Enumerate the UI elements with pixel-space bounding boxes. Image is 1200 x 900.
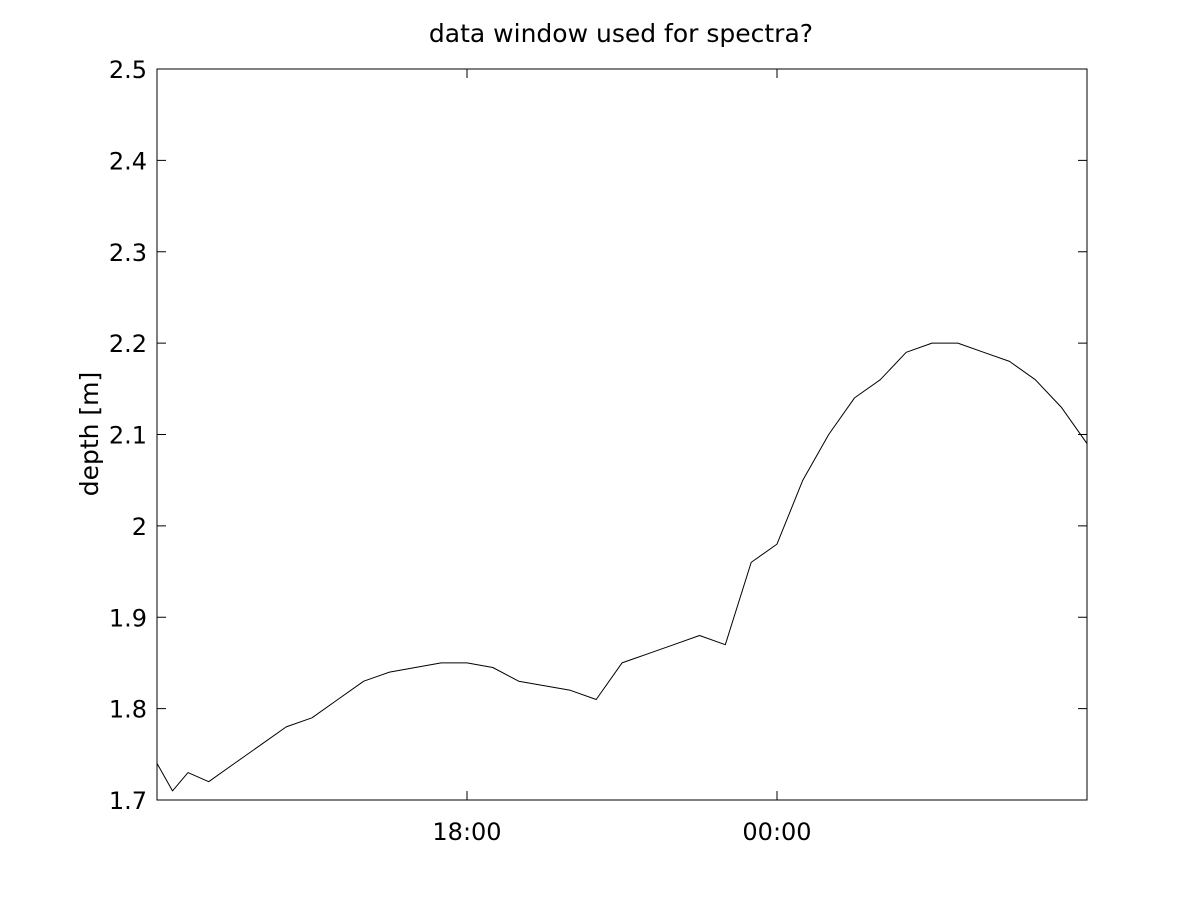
axis-ticks (157, 68, 1087, 801)
y-tick-label: 2.4 (109, 147, 147, 175)
x-tick-label: 18:00 (432, 818, 501, 846)
x-tick-label: 00:00 (742, 818, 811, 846)
y-tick-label: 2.5 (109, 56, 147, 84)
y-tick-label: 1.9 (109, 604, 147, 632)
y-axis-label: depth [m] (75, 372, 104, 497)
y-tick-label: 1.7 (109, 787, 147, 815)
y-tick-label: 1.8 (109, 696, 147, 724)
y-tick-label: 2.2 (109, 330, 147, 358)
series (156, 342, 1088, 792)
series-line (156, 342, 1088, 792)
y-tick-label: 2.3 (109, 239, 147, 267)
chart-title: data window used for spectra? (429, 19, 813, 48)
tick-labels: 1.7 1.8 1.9 2 2.1 2.2 2.3 2.4 2.5 18:00 00:00 (109, 56, 812, 846)
y-tick-label: 2 (132, 513, 147, 541)
y-tick-label: 2.1 (109, 422, 147, 450)
